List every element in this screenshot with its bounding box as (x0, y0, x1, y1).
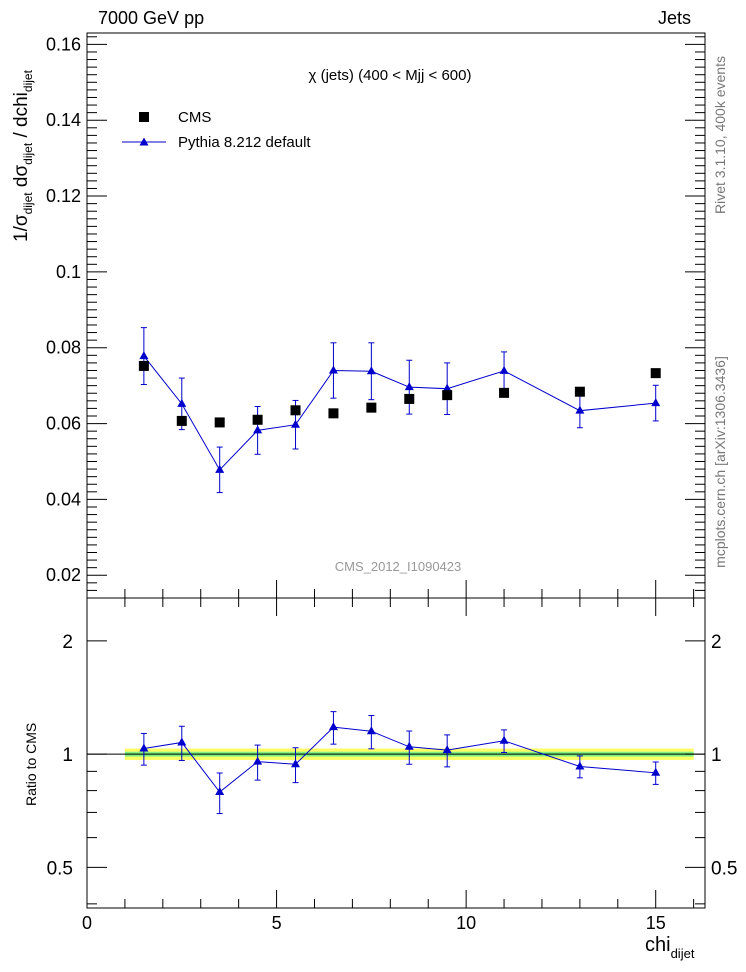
energy-label: 7000 GeV pp (98, 8, 205, 28)
axis-ticks (86, 36, 705, 908)
ratio-pythia-marker (291, 759, 301, 768)
pythia-marker (139, 351, 149, 360)
y-tick-label: 0.04 (46, 489, 81, 509)
main-y-axis-label: 1/σdijet dσdijet / dchidijet (11, 69, 35, 242)
y-tick-label: 0.12 (46, 186, 81, 206)
ratio-pythia-marker (139, 743, 149, 752)
cms-marker (574, 386, 585, 397)
pythia-marker (328, 365, 338, 374)
pythia-marker (575, 405, 585, 414)
plot-title: χ (jets) (400 < Mjj < 600) (309, 67, 472, 84)
legend: CMS Pythia 8.212 default (122, 109, 311, 151)
ratio-pythia-marker (499, 735, 509, 744)
x-tick-label: 0 (82, 913, 92, 933)
legend-cms-label: CMS (178, 109, 211, 126)
y-tick-label: 0.08 (46, 338, 81, 358)
cms-marker (138, 360, 149, 371)
ratio-y-tick-label: 0.5 (47, 858, 73, 879)
pythia-marker (253, 425, 263, 434)
legend-pythia-marker (139, 137, 149, 146)
cms-marker (328, 408, 339, 419)
rivet-version-label: Rivet 3.1.10, 400k events (712, 56, 728, 214)
ratio-y-axis-label: Ratio to CMS (23, 723, 39, 806)
ratio-pythia-marker (575, 761, 585, 770)
pythia-marker (499, 365, 509, 374)
y-tick-label: 0.14 (46, 110, 81, 130)
legend-pythia-label: Pythia 8.212 default (178, 134, 311, 151)
pythia-marker (215, 464, 225, 473)
ratio-pythia-line (143, 726, 656, 793)
ratio-pythia-marker (651, 767, 661, 776)
ratio-pythia-marker (442, 745, 452, 754)
x-tick-label: 15 (646, 913, 666, 933)
analysis-watermark: CMS_2012_I1090423 (335, 559, 462, 574)
y-tick-label: 0.06 (46, 414, 81, 434)
x-tick-label: 10 (456, 913, 476, 933)
ratio-pythia-marker (328, 722, 338, 731)
data-marks (138, 327, 661, 815)
ratio-y-tick-label-right: 1 (711, 745, 722, 766)
pythia-marker (366, 366, 376, 375)
pythia-marker (651, 398, 661, 407)
ratio-y-tick-label-right: 0.5 (711, 858, 737, 879)
x-axis-label: chidijet (645, 934, 695, 961)
reference-band (87, 748, 705, 760)
pythia-line (143, 355, 656, 471)
pythia-marker (442, 383, 452, 392)
pythia-marker (404, 382, 414, 391)
ratio-pythia-marker (215, 787, 225, 796)
ratio-y-tick-label-right: 2 (711, 632, 722, 653)
x-tick-label: 5 (272, 913, 282, 933)
pythia-marker (177, 398, 187, 407)
ratio-y-tick-label: 2 (62, 632, 73, 653)
cms-marker (214, 417, 225, 428)
cms-marker (499, 387, 510, 398)
cms-marker (442, 390, 453, 401)
pythia-marker (291, 419, 301, 428)
ratio-pythia-marker (253, 756, 263, 765)
ratio-pythia-marker (404, 741, 414, 750)
ratio-plot-frame (86, 597, 706, 909)
ratio-pythia-marker (177, 737, 187, 746)
y-tick-label: 0.16 (46, 34, 81, 54)
tick-labels: 0.02 0.04 0.06 0.08 0.1 0.12 0.14 0.16 0 5 10 15 0.5… (46, 34, 737, 933)
cms-marker (290, 405, 301, 416)
cms-marker (650, 368, 661, 379)
cms-marker (252, 414, 263, 425)
ratio-pythia-marker (366, 726, 376, 735)
y-tick-label: 0.1 (56, 262, 81, 282)
cms-marker (366, 402, 377, 413)
y-tick-label: 0.02 (46, 565, 81, 585)
ratio-y-tick-label: 1 (62, 745, 73, 766)
cms-marker (404, 393, 415, 404)
process-label: Jets (657, 8, 691, 28)
legend-cms-marker (139, 112, 149, 122)
mcplots-label: mcplots.cern.ch [arXiv:1306.3436] (712, 356, 728, 568)
cms-marker (176, 415, 187, 426)
